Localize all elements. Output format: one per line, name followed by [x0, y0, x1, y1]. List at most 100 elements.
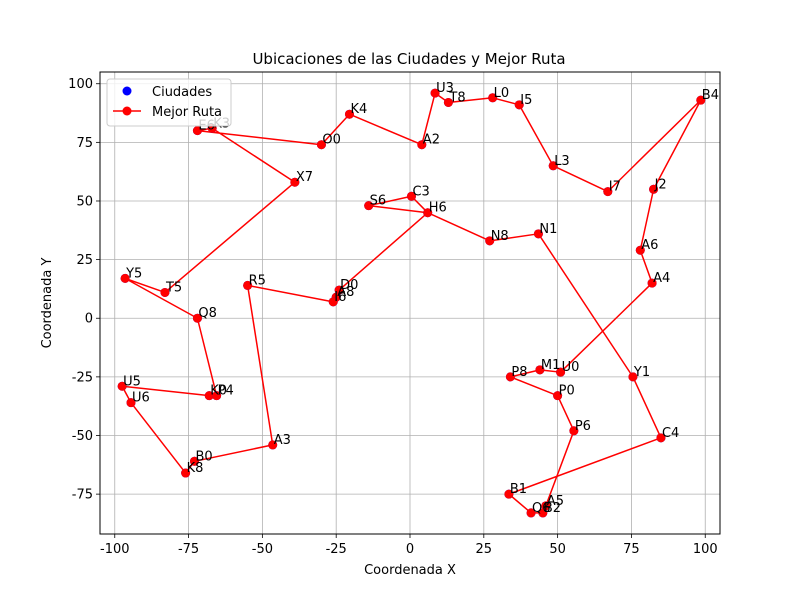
route-marker-b1	[504, 489, 514, 499]
route-marker-a4	[647, 278, 657, 288]
points-layer	[117, 88, 706, 518]
city-label-q8: Q8	[198, 306, 217, 321]
y-tick-label: -50	[72, 429, 93, 444]
route-marker-q6	[526, 508, 536, 518]
city-label-a8: A8	[337, 285, 354, 300]
legend-label-mejor-ruta: Mejor Ruta	[152, 105, 222, 120]
legend: Ciudades Mejor Ruta	[106, 78, 232, 127]
city-label-k0: K0	[210, 384, 227, 399]
legend-box	[106, 78, 232, 127]
city-label-n1: N1	[539, 222, 557, 237]
city-label-u3: U3	[436, 81, 454, 96]
city-label-l0: L0	[494, 86, 510, 101]
city-label-a6: A6	[641, 238, 658, 253]
x-tick-label: 50	[549, 542, 566, 557]
y-tick-label: 50	[76, 194, 93, 209]
y-tick-label: -25	[72, 370, 93, 385]
y-axis-label: Coordenada Y	[40, 258, 55, 349]
city-label-b0: B0	[195, 449, 212, 464]
x-tick-label: -25	[326, 542, 347, 557]
route-marker-y5	[120, 273, 130, 283]
x-tick-label: 100	[693, 542, 718, 557]
x-tick-label: -50	[252, 542, 273, 557]
route-marker-b0	[189, 456, 199, 466]
route-marker-i5	[514, 100, 524, 110]
city-label-l3: L3	[554, 154, 570, 169]
x-tick-label: -100	[100, 542, 130, 557]
x-tick-label: -75	[178, 542, 199, 557]
city-label-p6: P6	[575, 419, 591, 434]
city-label-p0: P0	[559, 384, 575, 399]
route-marker-t5	[160, 287, 170, 297]
city-label-a2: A2	[423, 133, 440, 148]
city-label-u0: U0	[562, 360, 580, 375]
y-tick-label: 75	[76, 136, 93, 151]
x-tick-label: 75	[623, 542, 640, 557]
y-tick-label: 25	[76, 253, 93, 268]
city-label-t5: T5	[165, 280, 182, 295]
route-marker-o0	[316, 140, 326, 150]
route-marker-b4	[696, 95, 706, 105]
city-label-b2: B2	[544, 501, 561, 516]
city-label-d0: D0	[340, 278, 358, 293]
route-marker-a6	[635, 245, 645, 255]
route-marker-m1	[535, 365, 545, 375]
city-label-i6: I6	[334, 290, 346, 305]
route-marker-s6	[364, 201, 374, 211]
city-label-p4: P4	[218, 384, 234, 399]
legend-marker-mejor-ruta	[122, 106, 132, 116]
city-label-k4: K4	[350, 102, 367, 117]
city-label-c4: C4	[662, 426, 679, 441]
city-label-m1: M1	[541, 358, 561, 373]
city-label-a4: A4	[653, 271, 670, 286]
route-layer	[121, 92, 702, 514]
route-marker-q8	[192, 313, 202, 323]
legend-label-ciudades: Ciudades	[152, 85, 212, 100]
route-marker-c4	[656, 433, 666, 443]
route-marker-i6	[328, 297, 338, 307]
route-marker-p4	[212, 391, 222, 401]
route-marker-a5	[541, 501, 551, 511]
city-label-b1: B1	[510, 482, 527, 497]
route-marker-b2	[538, 508, 548, 518]
city-label-u5: U5	[123, 374, 141, 389]
x-axis-label: Coordenada X	[364, 563, 456, 578]
city-label-a3: A3	[274, 433, 291, 448]
x-tick-label: 0	[406, 542, 414, 557]
city-label-r5: R5	[249, 273, 266, 288]
route-marker-a2	[417, 140, 427, 150]
city-label-c3: C3	[412, 184, 429, 199]
route-marker-c3	[406, 191, 416, 201]
city-label-t8: T8	[448, 90, 465, 105]
grid-layer	[100, 72, 720, 534]
route-marker-p0	[553, 391, 563, 401]
route-marker-k0	[204, 391, 214, 401]
route-marker-u6	[126, 398, 136, 408]
route-marker-n8	[485, 236, 495, 246]
y-tick-label: 100	[68, 77, 93, 92]
city-label-p8: P8	[511, 365, 527, 380]
city-label-j2: J2	[654, 177, 667, 192]
route-marker-e6	[192, 126, 202, 136]
route-marker-p8	[505, 372, 515, 382]
city-label-s6: S6	[370, 194, 387, 209]
city-label-k8: K8	[187, 461, 204, 476]
city-label-y1: Y1	[633, 365, 650, 380]
city-label-o0: O0	[322, 133, 341, 148]
route-marker-u3	[430, 88, 440, 98]
city-label-b4: B4	[702, 88, 719, 103]
route-line	[121, 92, 702, 514]
route-marker-u0	[556, 367, 566, 377]
city-label-y5: Y5	[125, 266, 142, 281]
y-tick-label: 0	[85, 312, 93, 327]
city-label-u6: U6	[132, 391, 150, 406]
x-tick-label: 25	[476, 542, 493, 557]
route-marker-y1	[628, 372, 638, 382]
route-marker-t8	[443, 97, 453, 107]
y-tick-label: -75	[72, 488, 93, 503]
route-marker-n1	[533, 229, 543, 239]
route-marker-k4	[344, 109, 354, 119]
route-marker-i7	[603, 187, 613, 197]
